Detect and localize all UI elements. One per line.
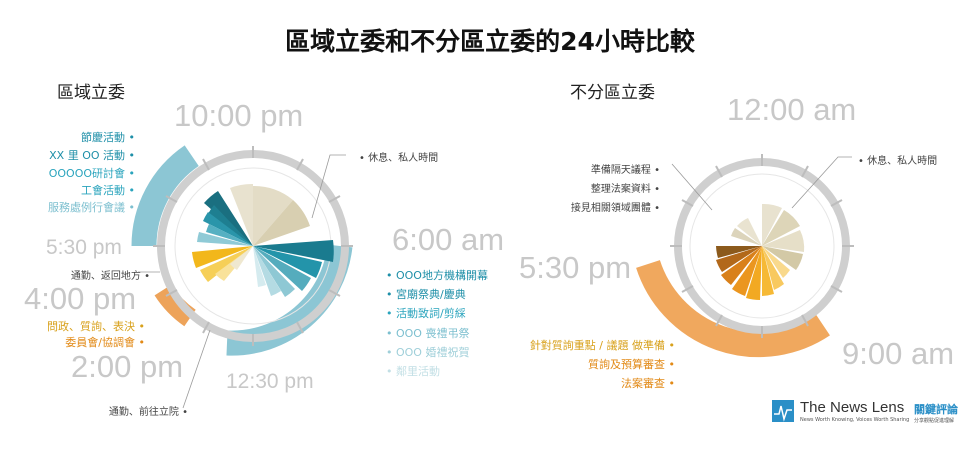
page-title: 區域立委和不分區立委的24小時比較 [285, 27, 695, 56]
label-temple: • 宮廟祭典/慶典 [386, 288, 466, 301]
right-wedge-rest-1 [762, 203, 782, 246]
left-wedge-festival [204, 191, 253, 246]
left-time-400pm: 4:00 pm [24, 281, 137, 316]
right-wedge-prep [737, 218, 762, 246]
label-commute-back: 通勤、返回地方 • [70, 271, 150, 282]
right-ticks [670, 154, 854, 338]
label-commute-go: 通勤、前往立院 • [108, 407, 188, 418]
logo-cn-tagline: 分享觀點促進理解 [914, 418, 955, 424]
left-time-1000pm: 10:00 pm [174, 98, 304, 133]
right-wedge-a [716, 246, 762, 272]
left-time-530pm: 5:30 pm [46, 236, 122, 259]
label-organize-docs: 整理法案資料 • [590, 184, 660, 195]
label-speech: • 活動致詞/剪綵 [386, 307, 466, 320]
left-wedge-neighborhood [253, 246, 266, 287]
right-wedge-docs [731, 228, 762, 246]
label-xx-event: XX 里 OO 活動 • [49, 149, 135, 162]
label-meet-groups: 接見相關領域團體 • [570, 203, 660, 214]
right-wedge-e [762, 246, 774, 296]
left-wedge-funeral [253, 246, 295, 297]
left-wedge-xx [208, 205, 253, 246]
right-wedge-rest-2 [762, 210, 800, 246]
left-label-rest: • 休息、私人時間 [359, 153, 439, 164]
label-funeral: • OOO 喪禮弔祭 [386, 327, 470, 340]
label-prep-questioning: 針對質詢重點 / 議題 做準備 • [529, 339, 675, 352]
right-wedge-b [721, 246, 762, 285]
left-wedge-union [206, 224, 253, 246]
label-festival: 節慶活動 • [81, 131, 135, 144]
right-arc-legislature [636, 259, 830, 358]
label-bill-review: 法案審查 • [621, 377, 675, 390]
logo-icon [772, 400, 794, 422]
label-budget-review: 質詢及預算審查 • [588, 358, 675, 371]
label-opening: • OOO地方機構開幕 [386, 269, 488, 282]
left-wedge-seminar [203, 212, 253, 246]
right-wedge-prep-q [716, 246, 762, 258]
left-arc-events [131, 145, 200, 247]
label-office-meeting: 服務處例行會議 • [48, 201, 135, 214]
right-wedge-rest-4 [762, 246, 803, 270]
left-wedge-opening [253, 240, 334, 262]
left-wedge-speech [253, 246, 311, 291]
logo-tagline: News Worth Knowing, Voices Worth Sharing [800, 417, 910, 423]
left-wedge-committee [200, 246, 253, 282]
left-time-600am: 6:00 am [392, 222, 505, 257]
right-wedge-g [762, 246, 790, 278]
left-wedge-questioning [192, 246, 253, 268]
right-wedge-f [762, 246, 784, 290]
left-wedge-temple [253, 246, 322, 278]
logo-cn: 關鍵評論 [914, 403, 958, 416]
left-wedge-office [197, 232, 253, 246]
right-clock [636, 154, 854, 358]
logo-name: The News Lens [800, 399, 905, 416]
label-prepare-agenda: 準備隔天議程 • [590, 165, 660, 176]
left-heading: 區域立委 [57, 83, 125, 103]
label-neighborhood: • 鄰里活動 [386, 365, 440, 378]
label-seminar: OOOOO研討會 • [48, 167, 135, 180]
right-label-rest: • 休息、私人時間 [858, 156, 938, 167]
left-wedge-rest-1 [253, 185, 293, 246]
right-time-1200am: 12:00 am [727, 92, 857, 127]
right-heading: 不分區立委 [570, 83, 655, 103]
label-union: 工會活動 • [81, 184, 135, 197]
left-wedge-wedding [253, 246, 281, 296]
left-clock [131, 145, 353, 409]
right-time-530pm: 5:30 pm [519, 250, 632, 285]
right-wedge-rest-3 [762, 230, 805, 252]
label-questioning: 問政、質詢、表決 • [47, 320, 145, 333]
right-wedge-c [732, 246, 762, 296]
left-wedge-rest-2 [253, 200, 310, 246]
right-wedge-d [746, 246, 762, 300]
left-time-200pm: 2:00 pm [71, 349, 184, 384]
left-time-1230pm: 12:30 pm [226, 370, 314, 393]
left-ticks [153, 146, 353, 346]
label-committee: 委員會/協調會 • [65, 336, 145, 349]
right-time-900am: 9:00 am [842, 336, 955, 371]
label-wedding: • OOO 婚禮祝賀 [386, 346, 470, 359]
left-wedge-rest-3 [230, 183, 253, 246]
